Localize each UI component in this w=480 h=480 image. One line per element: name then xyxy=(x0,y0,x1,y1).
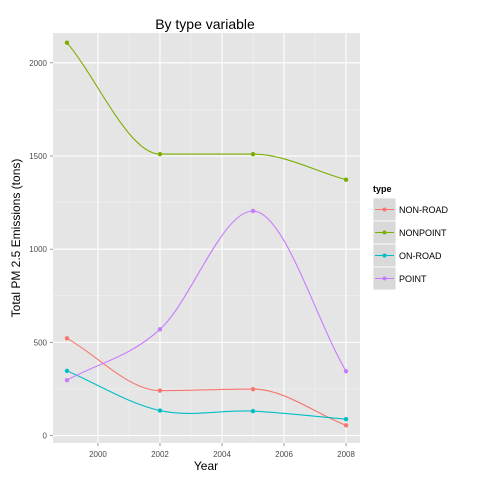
legend-title: type xyxy=(373,184,392,194)
legend: type NON-ROAD NONPOINT ON-ROAD POINT xyxy=(372,184,448,291)
data-point-nonpoint xyxy=(157,151,163,157)
series-line-on-road xyxy=(66,370,347,420)
y-tick-label: 1500 xyxy=(29,152,47,161)
data-point-point xyxy=(343,369,349,374)
data-point-non-road xyxy=(64,336,70,341)
x-tick-label: 2008 xyxy=(337,450,355,459)
x-tick-label: 2002 xyxy=(151,450,169,459)
data-point-on-road xyxy=(64,368,70,374)
legend-point-nonpoint xyxy=(382,230,387,235)
y-axis: 0 500 1000 1500 2000 xyxy=(29,59,53,441)
gridlines xyxy=(53,33,360,443)
y-tick-label: 2000 xyxy=(29,59,47,68)
legend-label-point: POINT xyxy=(399,274,427,284)
chart-title: By type variable xyxy=(155,16,255,32)
legend-point-point xyxy=(382,276,387,281)
legend-point-on-road xyxy=(382,253,387,258)
series-line-point xyxy=(66,210,347,381)
x-tick-label: 2006 xyxy=(275,450,293,459)
legend-label-nonpoint: NONPOINT xyxy=(399,228,447,238)
legend-label-non-road: NON-ROAD xyxy=(399,205,448,215)
data-point-non-road xyxy=(157,388,163,393)
data-point-non-road xyxy=(250,386,256,392)
data-point-on-road xyxy=(157,408,163,413)
data-point-non-road xyxy=(343,423,349,428)
data-point-on-road xyxy=(343,416,349,422)
y-tick-label: 500 xyxy=(34,338,48,347)
y-tick-label: 1000 xyxy=(29,245,47,254)
data-point-point xyxy=(64,377,70,383)
data-point-point xyxy=(157,327,163,332)
series-lines xyxy=(66,42,347,426)
series-points xyxy=(64,40,349,428)
legend-point-non-road xyxy=(382,207,387,212)
data-point-nonpoint xyxy=(343,177,349,182)
y-axis-label: Total PM 2.5 Emissions (tons) xyxy=(9,159,23,318)
data-point-point xyxy=(250,208,256,214)
data-point-on-road xyxy=(250,408,256,414)
x-tick-label: 2000 xyxy=(89,450,107,459)
plot-panel xyxy=(53,33,360,443)
y-tick-label: 0 xyxy=(43,432,48,441)
legend-label-on-road: ON-ROAD xyxy=(399,251,442,261)
x-tick-label: 2004 xyxy=(213,450,231,459)
series-line-non-road xyxy=(66,337,347,426)
data-point-nonpoint xyxy=(64,40,70,45)
x-axis: 2000 2002 2004 2006 2008 xyxy=(89,443,355,459)
series-line-nonpoint xyxy=(66,42,347,181)
data-point-nonpoint xyxy=(250,151,256,157)
x-axis-label: Year xyxy=(194,459,218,473)
